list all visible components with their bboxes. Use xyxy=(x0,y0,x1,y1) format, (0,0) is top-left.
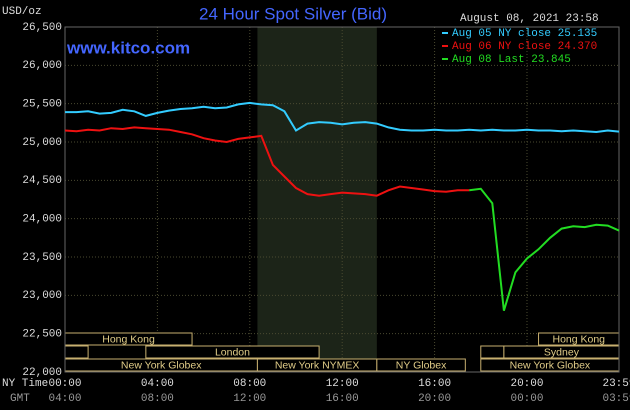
session-box xyxy=(376,358,466,372)
plot-border xyxy=(64,26,620,373)
date-label: August 08, 2021 23:58 xyxy=(460,13,599,25)
series-line xyxy=(64,126,470,197)
y-tick-label: 25,000 xyxy=(22,137,62,149)
session-box xyxy=(480,345,505,359)
gmt-tick-label: 20:00 xyxy=(418,393,451,405)
session-label: London xyxy=(215,346,250,358)
session-label: NY Globex xyxy=(396,359,447,371)
legend-label: Aug 08 Last 23.845 xyxy=(452,54,571,66)
session-label: Hong Kong xyxy=(552,333,605,345)
shaded-range xyxy=(257,27,377,372)
gmt-tick-label: 04:00 xyxy=(48,393,81,405)
session-label: New York Globex xyxy=(510,359,591,371)
session-label: New York NYMEX xyxy=(275,359,360,371)
y-tick-label: 25,500 xyxy=(22,99,62,111)
x-axis-label: NY Time xyxy=(2,378,48,390)
y-tick-label: 26,000 xyxy=(22,60,62,72)
x2-axis-label: GMT xyxy=(10,393,30,405)
session-label: New York Globex xyxy=(121,359,202,371)
x-tick-label: 08:00 xyxy=(233,378,266,390)
session-box xyxy=(64,345,89,359)
series-line xyxy=(65,101,620,134)
x-tick-label: 20:00 xyxy=(510,378,543,390)
legend-label: Aug 05 NY close 25.135 xyxy=(452,28,597,40)
chart-title: 24 Hour Spot Silver (Bid) xyxy=(199,4,387,23)
y-tick-label: 24,500 xyxy=(22,175,62,187)
x-tick-label: 16:00 xyxy=(418,378,451,390)
gmt-tick-label: 16:00 xyxy=(326,393,359,405)
gmt-tick-label: 12:00 xyxy=(233,393,266,405)
legend-label: Aug 06 NY close 24.370 xyxy=(452,41,597,53)
series-line xyxy=(469,187,620,311)
y-axis-label: USD/oz xyxy=(2,6,42,18)
session-label: Sydney xyxy=(544,346,580,358)
gmt-tick-label: 00:00 xyxy=(510,393,543,405)
x-tick-label: 04:00 xyxy=(141,378,174,390)
y-tick-label: 26,500 xyxy=(22,22,62,34)
x-tick-label: 12:00 xyxy=(326,378,359,390)
x-tick-label: 23:59 xyxy=(602,378,630,390)
gmt-tick-label: 08:00 xyxy=(141,393,174,405)
y-tick-label: 24,000 xyxy=(22,214,62,226)
session-label: Hong Kong xyxy=(102,333,155,345)
x-tick-label: 00:00 xyxy=(48,378,81,390)
y-tick-label: 22,500 xyxy=(22,329,62,341)
y-tick-label: 22,000 xyxy=(22,367,62,379)
session-box xyxy=(145,345,320,359)
y-tick-label: 23,000 xyxy=(22,290,62,302)
y-tick-label: 23,500 xyxy=(22,252,62,264)
gmt-tick-label: 03:59 xyxy=(602,393,630,405)
source-label: www.kitco.com xyxy=(66,38,190,57)
